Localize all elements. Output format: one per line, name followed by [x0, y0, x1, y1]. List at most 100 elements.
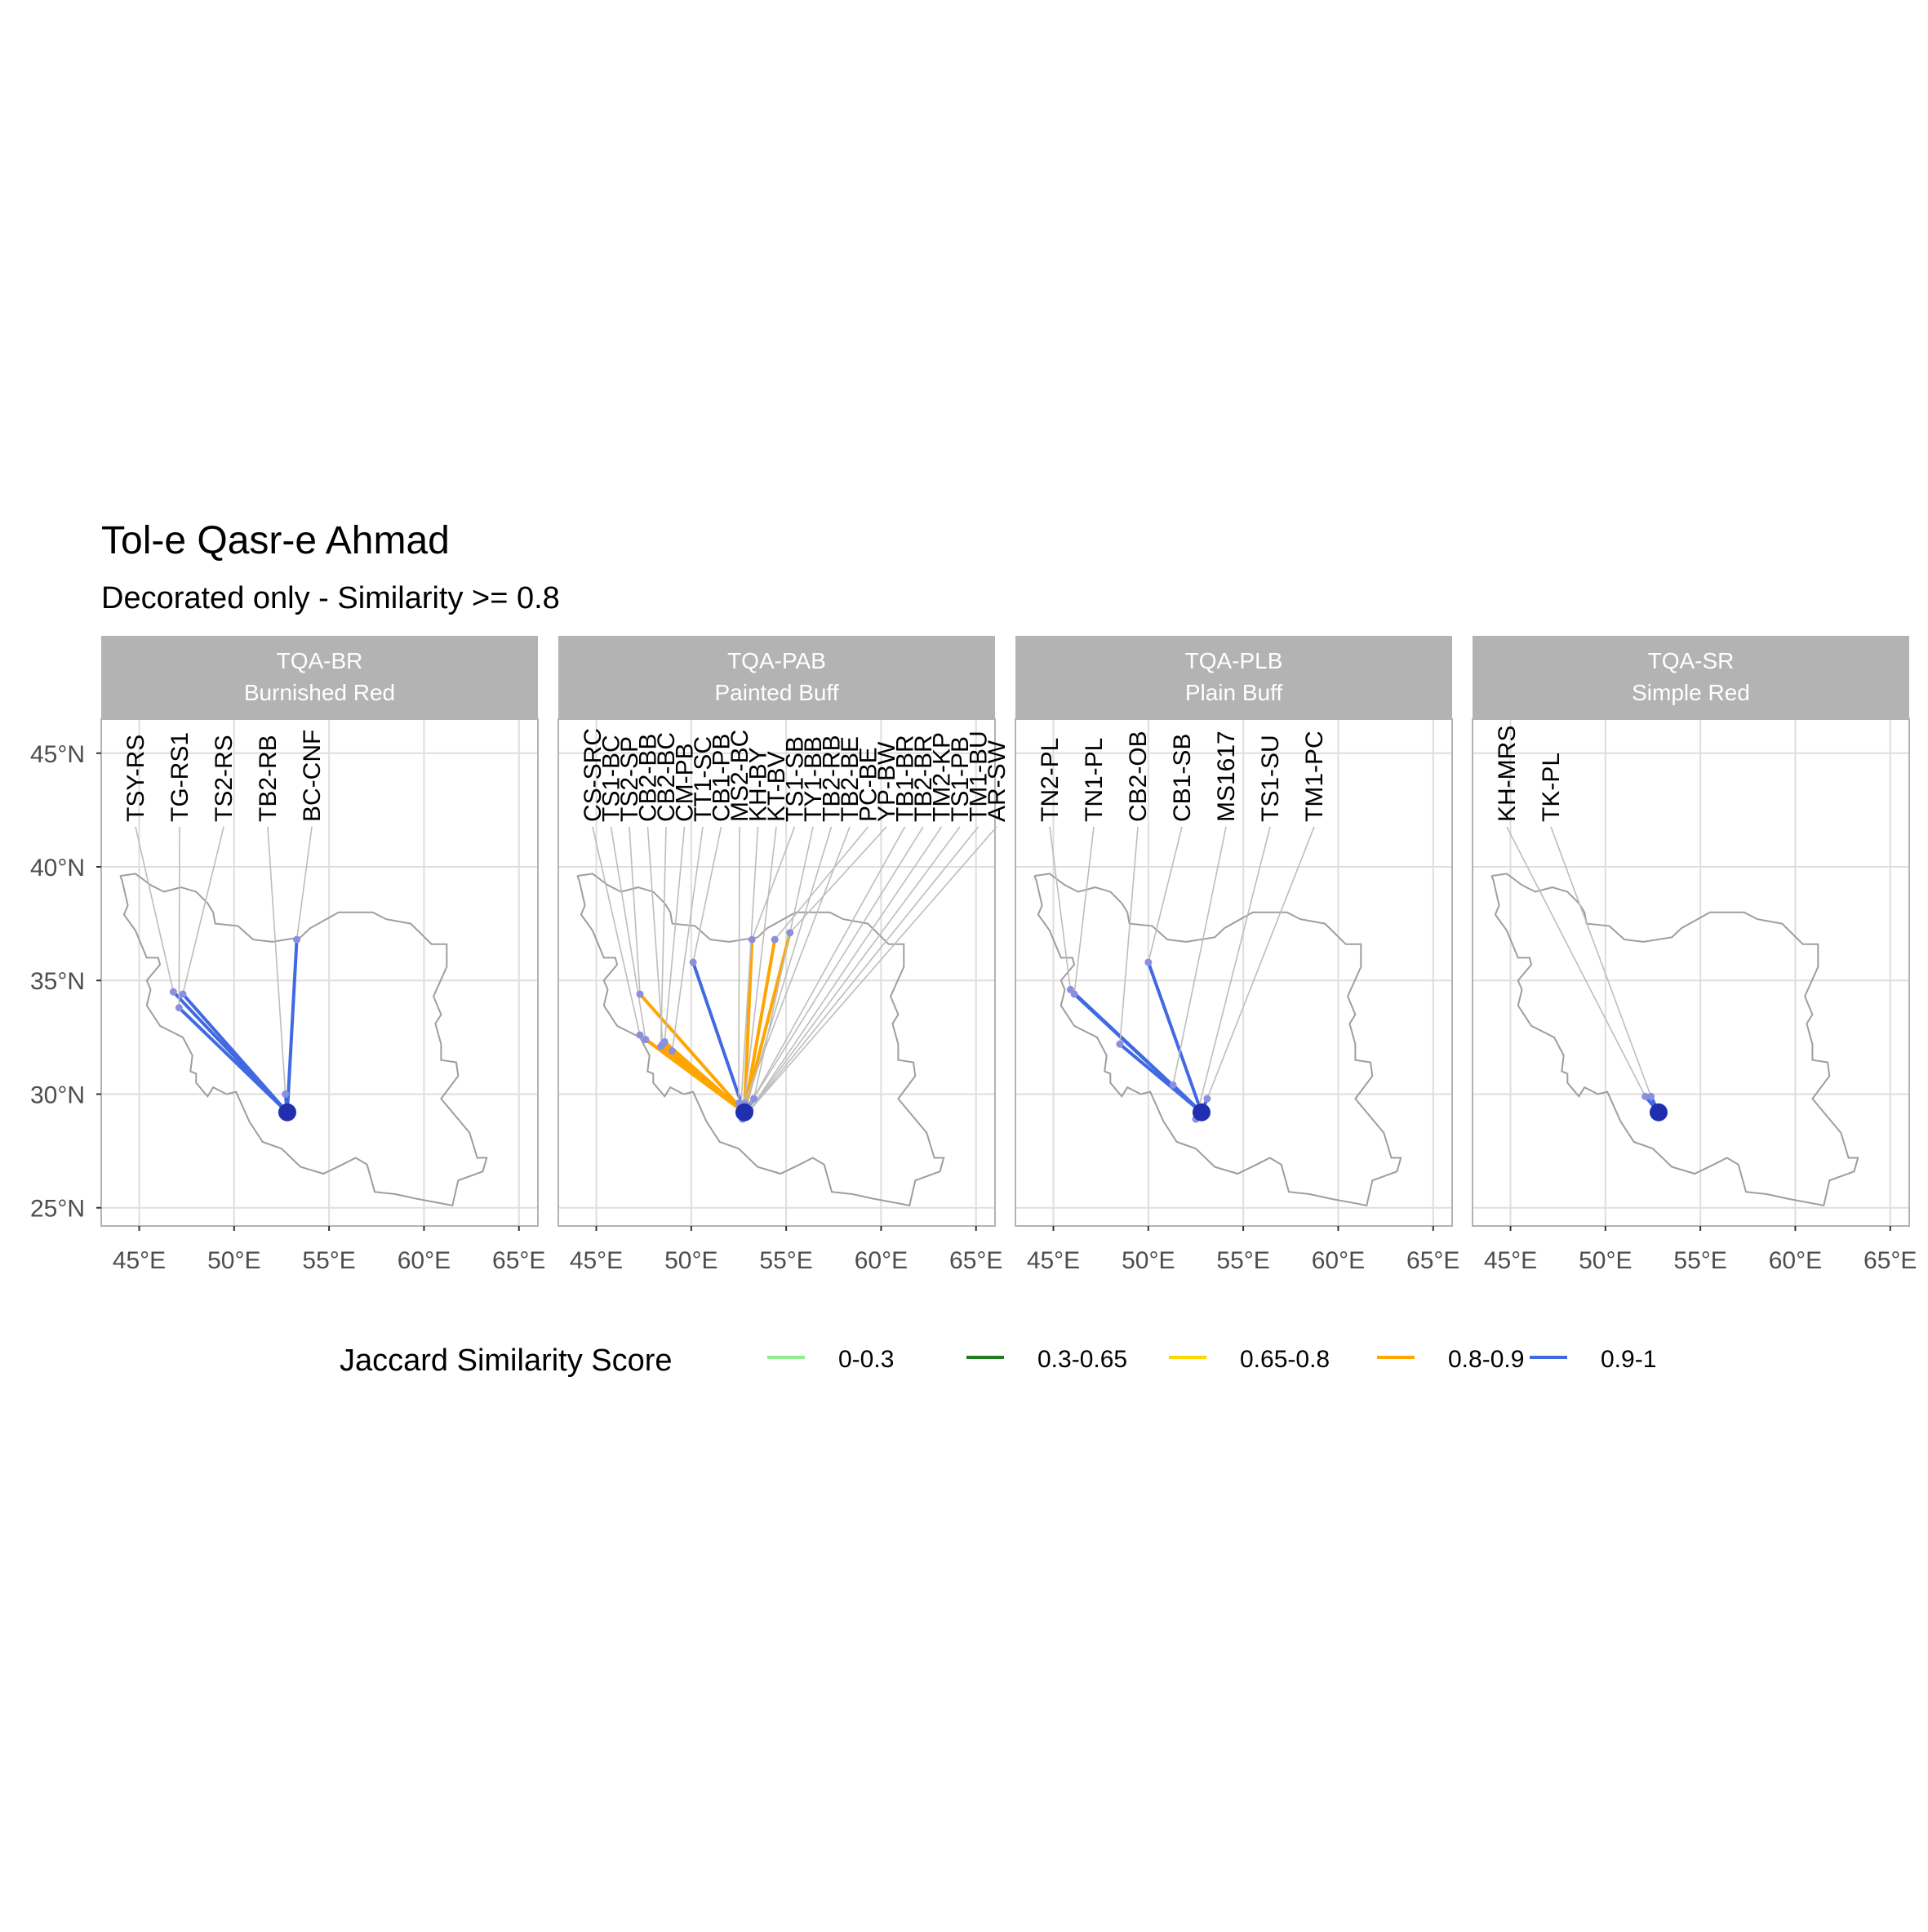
site-label: TB2-RB [255, 735, 282, 822]
leader-line [1172, 826, 1227, 1086]
leader-line [610, 826, 646, 1040]
origin-point [1192, 1103, 1211, 1121]
leader-line [745, 826, 833, 1106]
leader-line [751, 826, 796, 940]
leader-line [646, 826, 664, 1045]
leader-line [664, 826, 686, 1042]
legend-title: Jaccard Similarity Score [340, 1344, 673, 1378]
y-tick-label: 45°N [30, 741, 85, 768]
connection-lines [1069, 962, 1209, 1121]
legend-label: 0-0.3 [838, 1346, 894, 1373]
x-tick-label: 65°E [1864, 1247, 1917, 1274]
x-tick-label: 60°E [1769, 1247, 1822, 1274]
legend-label: 0.8-0.9 [1448, 1346, 1524, 1373]
facet-strip-name: Painted Buff [714, 680, 838, 705]
iran-outline [1490, 873, 1859, 1207]
x-tick-label: 65°E [949, 1247, 1002, 1274]
facet-strip-name: Plain Buff [1185, 680, 1283, 705]
iran-outline [1033, 873, 1402, 1207]
x-tick-label: 50°E [1579, 1247, 1632, 1274]
site-point [689, 958, 697, 966]
facet-strip [1015, 636, 1452, 719]
site-point [1070, 990, 1078, 998]
site-points [1066, 958, 1211, 1123]
site-labels: CS-SRCTS1-BCTS2-SPCB2-BBCB2-BCCM-PBTT1-S… [580, 728, 1011, 822]
leader-line [1550, 826, 1652, 1097]
y-tick-label: 35°N [30, 968, 85, 995]
x-tick-label: 55°E [1673, 1247, 1726, 1274]
leader-line [135, 826, 175, 993]
site-label: CB2-BC [653, 732, 680, 822]
x-tick-label: 55°E [1216, 1247, 1269, 1274]
x-tick-label: 45°E [570, 1247, 623, 1274]
x-tick-label: 45°E [113, 1247, 166, 1274]
leader-line [1206, 826, 1315, 1099]
leader-line [747, 826, 906, 1108]
site-label: TN2-PL [1037, 738, 1064, 822]
leader-line [741, 826, 777, 1120]
connection-line [671, 1050, 746, 1114]
x-tick-label: 65°E [492, 1247, 545, 1274]
x-tick-label: 50°E [1122, 1247, 1175, 1274]
facet-panel-tqa-sr: TQA-SR Simple Red 45°E 50°E 55°E 60°E 65°E KH-M… [1472, 636, 1917, 1274]
site-point [1647, 1092, 1655, 1100]
leader-lines [1049, 826, 1315, 1120]
site-label: KH-MRS [1494, 726, 1521, 822]
y-tick-label: 40°N [30, 855, 85, 882]
connection-line [177, 1006, 289, 1114]
leader-line [744, 826, 851, 1104]
chart-title: Tol-e Qasr-e Ahmad [101, 519, 450, 562]
site-points [169, 935, 301, 1098]
site-label: CB1-SB [1169, 734, 1196, 822]
iran-outline [119, 873, 488, 1207]
site-label: TM2-KP [929, 732, 956, 822]
facet-panel-tqa-plb: TQA-PLB Plain Buff 45°E 50°E 55°E 60°E 65°E TN2… [1015, 636, 1459, 1274]
site-label: TM1-PC [1301, 731, 1328, 822]
leader-line [178, 826, 180, 1008]
leader-line [789, 826, 887, 934]
leader-line [671, 826, 704, 1051]
x-tick-label: 50°E [207, 1247, 260, 1274]
site-label: TB1-BR [892, 735, 919, 822]
site-point [1641, 1092, 1650, 1100]
leader-line [1119, 826, 1139, 1045]
leader-line [692, 826, 722, 963]
site-label: YP-BW [873, 741, 900, 822]
leader-line [660, 826, 667, 1047]
panel-border [1015, 718, 1453, 1227]
site-label: TB2-BR [910, 735, 937, 822]
site-label: CB2-OB [1125, 731, 1152, 822]
facet-strip [558, 636, 995, 719]
leader-line [592, 826, 641, 1036]
site-label: CB2-BB [635, 734, 662, 822]
facet-strip-code: TQA-PAB [727, 648, 826, 673]
facet-strip-name: Burnished Red [244, 680, 395, 705]
site-point [1169, 1081, 1177, 1089]
leader-lines [1506, 826, 1652, 1097]
site-point [636, 1031, 644, 1039]
x-tick-label: 60°E [398, 1247, 451, 1274]
site-label: TS2-SP [616, 736, 643, 822]
site-point [771, 935, 779, 944]
origin-point [1649, 1103, 1668, 1121]
site-point [660, 1037, 669, 1046]
legend-label: 0.3-0.65 [1037, 1346, 1127, 1373]
leader-line [747, 826, 943, 1113]
site-label: CS-SRC [580, 728, 606, 822]
site-points [1641, 1092, 1655, 1100]
origin-point [278, 1103, 296, 1121]
site-point [179, 990, 187, 998]
site-label: TK-PL [1538, 753, 1565, 822]
facet-strip-code: TQA-BR [277, 648, 363, 673]
site-label: AR-SW [984, 739, 1011, 822]
site-label: TG-RS1 [167, 732, 193, 822]
site-label: PC-BE [855, 747, 882, 822]
site-point [636, 990, 644, 998]
legend: Jaccard Similarity Score 0-0.3 0.3-0.65 0.… [340, 1344, 1656, 1378]
site-label: CM-PB [672, 743, 699, 822]
panel-border [558, 718, 996, 1227]
site-label: CB1-PB [709, 734, 735, 822]
leader-line [1148, 826, 1183, 963]
connection-lines [171, 939, 299, 1114]
site-label: TS2-RS [211, 735, 238, 822]
